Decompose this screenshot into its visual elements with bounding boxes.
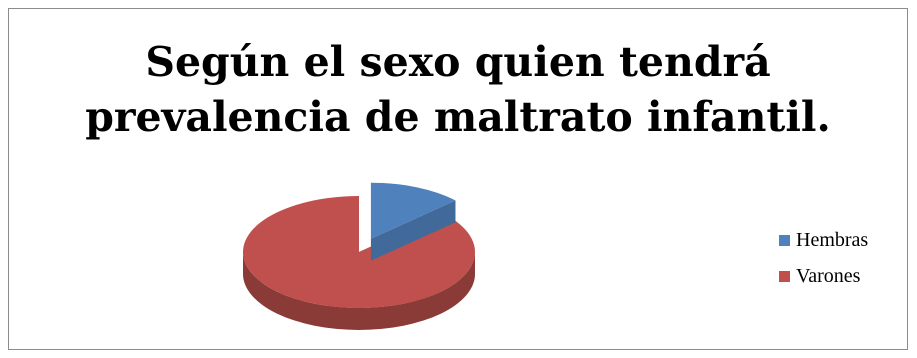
pie-slice-top-varones — [243, 196, 475, 308]
legend: Hembras Varones — [779, 227, 868, 299]
pie-slice-top-hembras — [370, 182, 456, 239]
legend-swatch-hembras — [779, 234, 790, 246]
chart-title-line-1: Según el sexo quien tendrá — [145, 38, 771, 86]
legend-item-hembras: Hembras — [779, 227, 868, 253]
chart-title-line-2: prevalencia de maltrato infantil. — [85, 93, 831, 141]
legend-label-varones: Varones — [796, 264, 861, 287]
pie-slice-cut-hembras-1 — [370, 200, 456, 261]
chart-area: Según el sexo quien tendrá prevalencia d… — [8, 8, 908, 350]
legend-item-varones: Varones — [779, 263, 868, 289]
pie-plot — [243, 182, 475, 330]
chart-title: Según el sexo quien tendrá prevalencia d… — [9, 35, 907, 145]
pie-slice-hembras — [370, 182, 456, 261]
pie-slice-side-varones — [243, 252, 475, 330]
legend-label-hembras: Hembras — [796, 228, 869, 251]
legend-swatch-varones — [779, 270, 790, 282]
